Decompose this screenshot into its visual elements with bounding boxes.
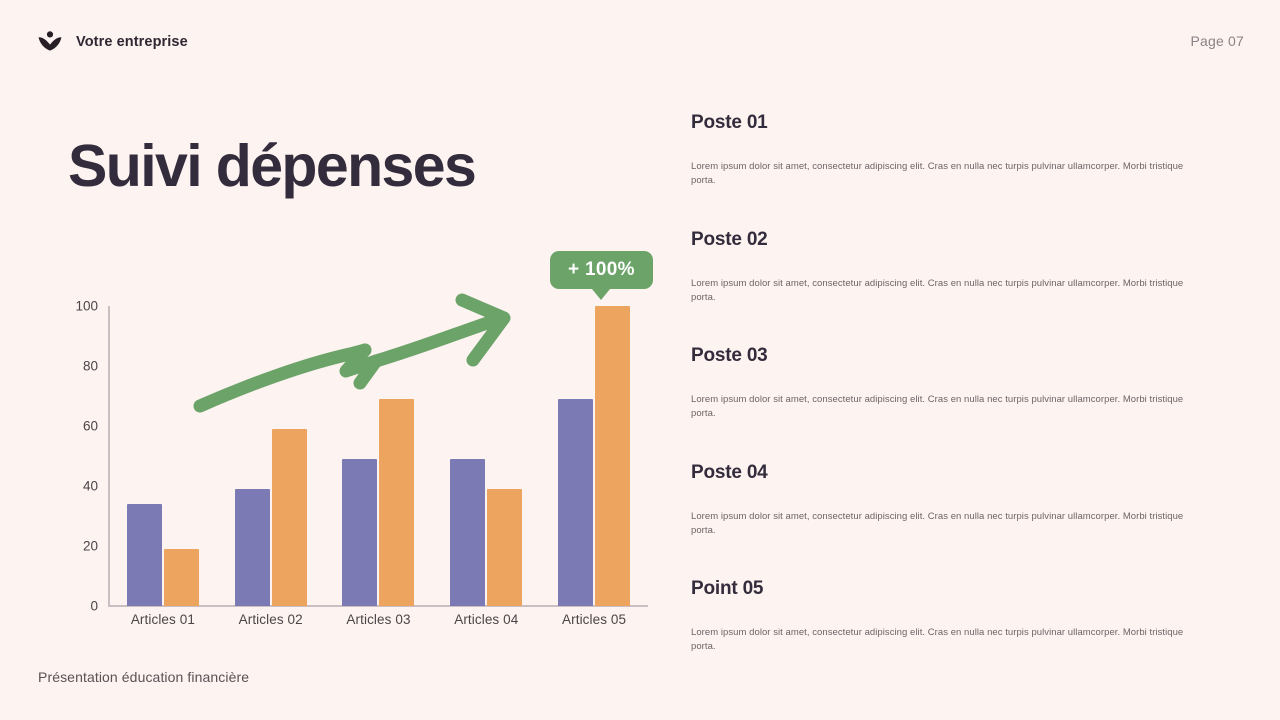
brand[interactable]: Votre entreprise	[36, 28, 188, 56]
company-bird-logo-icon	[36, 28, 64, 56]
point-title: Poste 01	[691, 112, 768, 133]
bar[interactable]	[271, 429, 307, 606]
x-axis-label: Articles 05	[562, 612, 627, 627]
x-axis-labels: Articles 01 Articles 02 Articles 03 Article…	[109, 612, 648, 627]
bar-chart: 100 80 60 40 20 0 Articles 01 Articles 02…	[68, 290, 648, 635]
y-axis-line	[108, 306, 110, 606]
point-title: Poste 02	[691, 228, 768, 250]
slide-header: Votre entreprise Page 07	[0, 0, 1280, 84]
point-body: Lorem ipsum dolor sit amet, consectetur …	[691, 510, 1184, 536]
point-item: Poste 03 Lorem ipsum dolor sit amet, cons…	[691, 345, 1199, 422]
y-tick: 20	[82, 538, 98, 554]
y-tick: 80	[82, 358, 98, 374]
point-item: Poste 01 Lorem ipsum dolor sit amet, cons…	[691, 112, 1199, 189]
point-item: Poste 04 Lorem ipsum dolor sit amet, cons…	[691, 462, 1199, 539]
point-body: Lorem ipsum dolor sit amet, consectetur …	[691, 627, 1184, 653]
brand-name: Votre entreprise	[76, 34, 188, 50]
point-item: Point 05 Lorem ipsum dolor sit amet, cons…	[691, 578, 1199, 655]
point-body: Lorem ipsum dolor sit amet, consectetur …	[691, 161, 1184, 187]
bar-group	[325, 306, 433, 606]
bar-group	[109, 306, 217, 606]
point-body: Lorem ipsum dolor sit amet, consectetur …	[691, 394, 1184, 420]
x-axis-line	[108, 605, 648, 607]
x-axis-label: Articles 04	[454, 612, 519, 627]
growth-badge-label: + 100%	[568, 259, 635, 280]
x-axis-label: Articles 02	[238, 612, 303, 627]
bar[interactable]	[379, 399, 415, 606]
bar[interactable]	[595, 306, 631, 606]
bar-group	[432, 306, 540, 606]
bar-group	[217, 306, 325, 606]
points-list: Poste 01 Lorem ipsum dolor sit amet, cons…	[691, 112, 1199, 655]
bar[interactable]	[126, 504, 162, 606]
bar[interactable]	[558, 399, 594, 606]
point-body: Lorem ipsum dolor sit amet, consectetur …	[691, 277, 1184, 303]
y-tick: 100	[75, 298, 98, 314]
y-tick: 40	[82, 478, 98, 494]
page-number: Page 07	[1190, 33, 1244, 49]
point-title: Poste 03	[691, 345, 768, 366]
bar-groups	[109, 306, 648, 606]
bar[interactable]	[234, 489, 270, 606]
bar[interactable]	[450, 459, 486, 606]
slide-footer: Présentation éducation financière	[38, 669, 250, 685]
page-title: Suivi dépenses	[68, 133, 477, 199]
bar[interactable]	[163, 549, 199, 606]
point-title: Point 05	[691, 578, 764, 599]
x-axis-label: Articles 03	[346, 612, 411, 627]
y-tick: 60	[82, 418, 98, 434]
x-axis-label: Articles 01	[130, 612, 195, 627]
point-title: Poste 04	[691, 461, 768, 483]
bar[interactable]	[342, 459, 378, 606]
point-item: Poste 02 Lorem ipsum dolor sit amet, cons…	[691, 229, 1199, 306]
growth-badge: + 100%	[550, 251, 653, 300]
badge-pointer	[592, 289, 611, 300]
y-tick: 0	[90, 598, 98, 614]
bar-group	[540, 306, 648, 606]
bar[interactable]	[487, 489, 523, 606]
